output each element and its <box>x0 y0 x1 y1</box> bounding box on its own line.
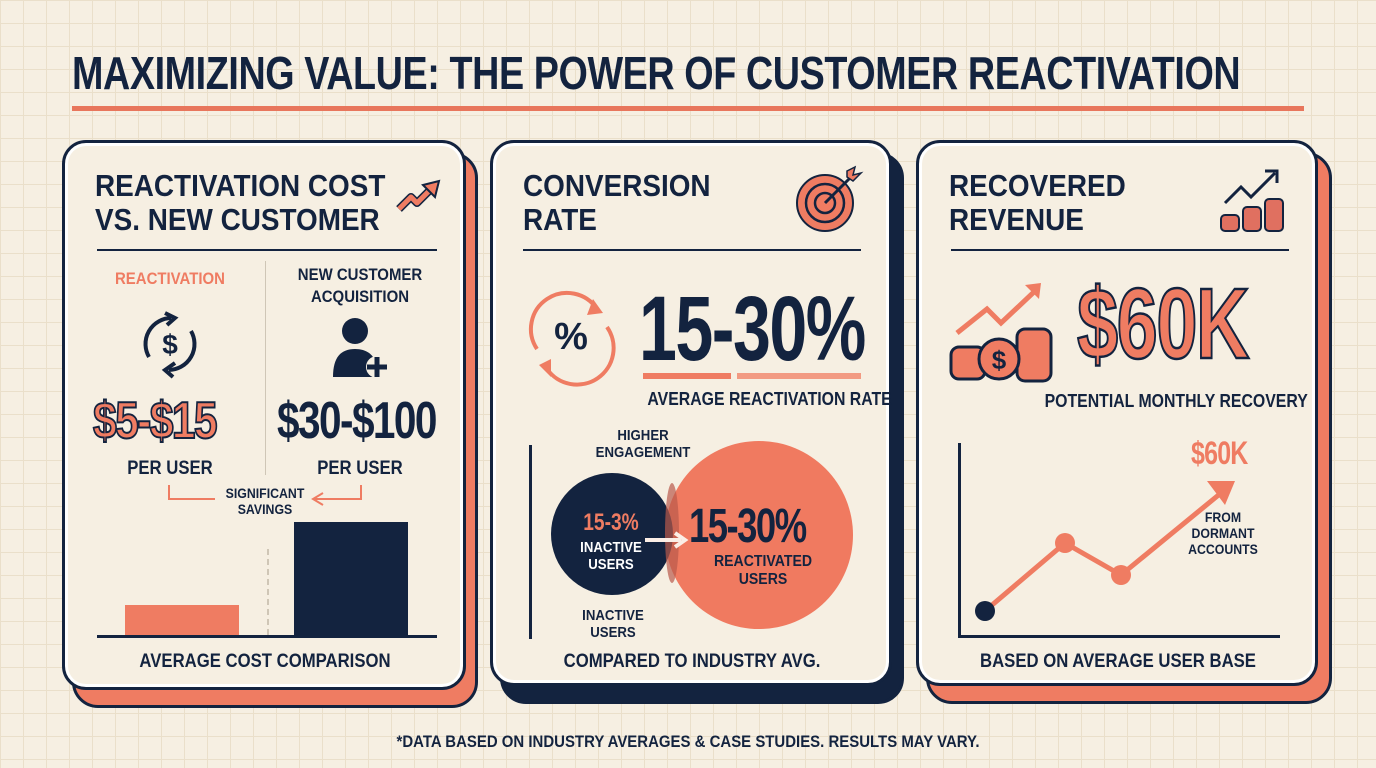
divider <box>951 249 1289 251</box>
dollar-cycle-icon: $ <box>143 311 197 379</box>
below-label-line2: USERS <box>590 624 636 641</box>
annotation-line1: FROM <box>1204 509 1242 525</box>
percent-cycle-icon: % <box>528 290 616 387</box>
engagement-line1: HIGHER <box>617 427 669 444</box>
engagement-line2: ENGAGEMENT <box>595 444 691 461</box>
reactivation-unit: PER USER <box>127 458 213 479</box>
card-title-line2: VS. NEW CUSTOMER <box>95 202 380 237</box>
card-caption: BASED ON AVERAGE USER BASE <box>980 651 1256 672</box>
inactive-users-circle <box>551 473 673 595</box>
inactive-label-line2: USERS <box>588 556 634 573</box>
rate-underline-left <box>643 373 731 379</box>
bar-new-customer <box>294 522 408 635</box>
annotation-line3: ACCOUNTS <box>1188 541 1258 557</box>
inactive-label-line1: INACTIVE <box>580 539 642 556</box>
arrow-right-icon <box>645 531 689 549</box>
card-title-line1: CONVERSION <box>523 168 711 203</box>
recovery-label: POTENTIAL MONTHLY RECOVERY <box>1044 391 1308 411</box>
reactivated-label-line2: USERS <box>738 571 788 588</box>
reactivated-users-circle <box>665 441 853 629</box>
new-customer-unit: PER USER <box>317 458 403 479</box>
bar-reactivation <box>125 605 239 635</box>
bar-divider-dashed <box>267 549 269 635</box>
target-icon <box>796 165 864 232</box>
reactivation-cost-value: $5-$15 <box>92 391 218 451</box>
recovery-value: $60K <box>1076 267 1250 382</box>
reactivation-label: REACTIVATION <box>115 269 225 288</box>
conversion-rate-card: CONVERSION RATE % 15-30% AVERAGE REACTIV… <box>490 140 892 686</box>
column-divider <box>265 261 266 475</box>
inactive-value: 15-3% <box>583 509 639 536</box>
new-customer-cost-value: $30-$100 <box>277 392 437 450</box>
trend-arrow-up-icon <box>396 179 441 212</box>
card-title-line1: REACTIVATION COST <box>95 168 386 203</box>
footnote: *DATA BASED ON INDUSTRY AVERAGES & CASE … <box>396 732 980 751</box>
reactivated-label-line1: REACTIVATED <box>713 553 813 570</box>
card-caption: AVERAGE COST COMPARISON <box>139 651 391 672</box>
rate-underline-right <box>737 373 861 379</box>
savings-label-line2: SAVINGS <box>237 501 293 517</box>
annotation-line2: DORMANT <box>1191 525 1255 541</box>
page-title: MAXIMIZING VALUE: THE POWER OF CUSTOMER … <box>72 47 1241 99</box>
savings-label-line1: SIGNIFICANT <box>225 485 305 501</box>
add-user-icon <box>333 318 388 378</box>
divider <box>97 249 437 251</box>
chart-axis <box>529 445 532 639</box>
new-customer-label-line1: NEW CUSTOMER <box>297 265 423 284</box>
svg-text:$: $ <box>162 329 178 360</box>
chart-x-axis <box>958 635 1280 638</box>
card-title-line2: REVENUE <box>949 202 1084 237</box>
recovered-revenue-card: RECOVERED REVENUE $ $60K POTENTIAL MONTH… <box>916 140 1318 686</box>
savings-bracket <box>168 485 362 506</box>
coins-dollar-icon: $ <box>949 283 1053 383</box>
svg-text:$: $ <box>992 345 1007 375</box>
circle-overlap <box>665 483 679 583</box>
divider <box>523 249 861 251</box>
rate-value: 15-30% <box>639 278 866 380</box>
rate-label: AVERAGE REACTIVATION RATE <box>647 389 892 409</box>
new-customer-label-line2: ACQUISITION <box>310 287 410 306</box>
below-label-line1: INACTIVE <box>582 607 644 624</box>
reactivated-value: 15-30% <box>689 500 807 553</box>
cost-comparison-card: REACTIVATION COST VS. NEW CUSTOMER REACT… <box>62 140 466 690</box>
bar-baseline <box>97 635 437 638</box>
coins-growth-icon <box>1220 169 1284 232</box>
chart-end-label: $60K <box>1191 435 1248 471</box>
card-caption: COMPARED TO INDUSTRY AVG. <box>563 651 821 672</box>
card-title-line1: RECOVERED <box>949 168 1126 203</box>
title-underline <box>72 106 1304 111</box>
chart-y-axis <box>958 443 961 637</box>
svg-text:%: % <box>554 316 588 358</box>
card-title-line2: RATE <box>523 202 597 237</box>
revenue-line-chart <box>975 481 1235 621</box>
